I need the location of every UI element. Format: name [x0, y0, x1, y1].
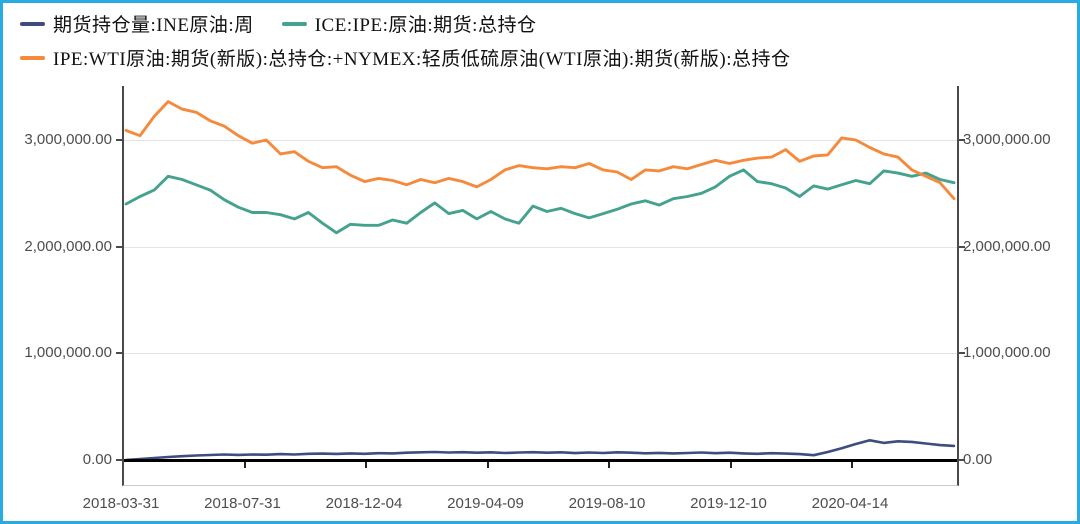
y-tick-left	[116, 459, 122, 461]
x-tick	[365, 461, 367, 468]
series-line-2	[124, 100, 956, 201]
y-tick-right	[959, 245, 965, 248]
legend-label-ice-ipe: ICE:IPE:原油:期货:总持仓	[314, 15, 537, 36]
x-axis-label: 2019-12-10	[690, 495, 767, 512]
legend-swatch-ice-ipe	[281, 21, 307, 26]
legend-label-ine: 期货持仓量:INE原油:周	[53, 15, 254, 36]
x-tick	[729, 461, 732, 468]
y-tick-left	[116, 139, 122, 141]
x-axis-label: 2018-07-31	[204, 495, 281, 512]
gridline	[124, 140, 957, 141]
x-axis-label: 2018-12-04	[325, 495, 403, 512]
x-tick	[486, 461, 489, 468]
x-axis-zero-line	[124, 458, 957, 462]
y-axis-label: 1,000,000.00	[963, 344, 1051, 362]
legend-item-ice-ipe: ICE:IPE:原油:期货:总持仓	[281, 10, 537, 37]
series-line-0	[124, 438, 956, 462]
legend-item-wti-nymex: IPE:WTI原油:期货(新版):总持仓:+NYMEX:轻质低硫原油(WTI原油…	[20, 44, 791, 71]
y-axis-label: 2,000,000.00	[24, 237, 112, 255]
x-tick	[851, 461, 853, 468]
y-axis-label: 0.00	[963, 451, 993, 468]
y-axis-label: 1,000,000.00	[24, 344, 112, 362]
y-tick-left	[116, 245, 122, 248]
legend-row-1: 期货持仓量:INE原油:周 ICE:IPE:原油:期货:总持仓	[20, 10, 536, 37]
legend-row-2: IPE:WTI原油:期货(新版):总持仓:+NYMEX:轻质低硫原油(WTI原油…	[20, 44, 791, 71]
gridline	[124, 246, 957, 248]
x-axis-label: 2019-08-10	[568, 495, 646, 512]
y-tick-right	[959, 352, 965, 355]
series-canvas	[124, 100, 956, 462]
legend-swatch-wti-nymex	[20, 55, 45, 60]
y-axis-label: 0.00	[82, 451, 112, 468]
legend-label-wti-nymex: IPE:WTI原油:期货(新版):总持仓:+NYMEX:轻质低硫原油(WTI原油…	[53, 49, 791, 70]
y-axis-right-labels: 0.00 1,000,000.00 2,000,000.00 3,000,000.00	[963, 86, 1080, 485]
y-axis-label: 3,000,000.00	[963, 131, 1051, 148]
y-tick-right	[959, 139, 965, 141]
legend-swatch-ine	[20, 21, 45, 26]
x-axis-label: 2020-04-14	[811, 495, 889, 512]
y-axis-label: 2,000,000.00	[963, 237, 1051, 255]
gridline	[124, 353, 957, 355]
y-axis-label: 3,000,000.00	[24, 131, 112, 148]
x-axis-label: 2019-04-09	[447, 495, 524, 512]
series-line-1	[124, 168, 956, 235]
legend-item-ine: 期货持仓量:INE原油:周	[20, 10, 254, 37]
y-axis-left-labels: 0.00 1,000,000.00 2,000,000.00 3,000,000.00	[0, 86, 112, 485]
x-axis-labels: 2018-03-31 2018-07-31 2018-12-04 2019-04-09…	[83, 494, 955, 516]
x-axis-label: 2018-03-31	[82, 495, 160, 512]
plot-area	[116, 86, 965, 486]
y-tick-right	[959, 459, 965, 461]
x-tick	[608, 461, 610, 468]
x-tick	[243, 461, 246, 468]
y-tick-left	[116, 352, 122, 355]
